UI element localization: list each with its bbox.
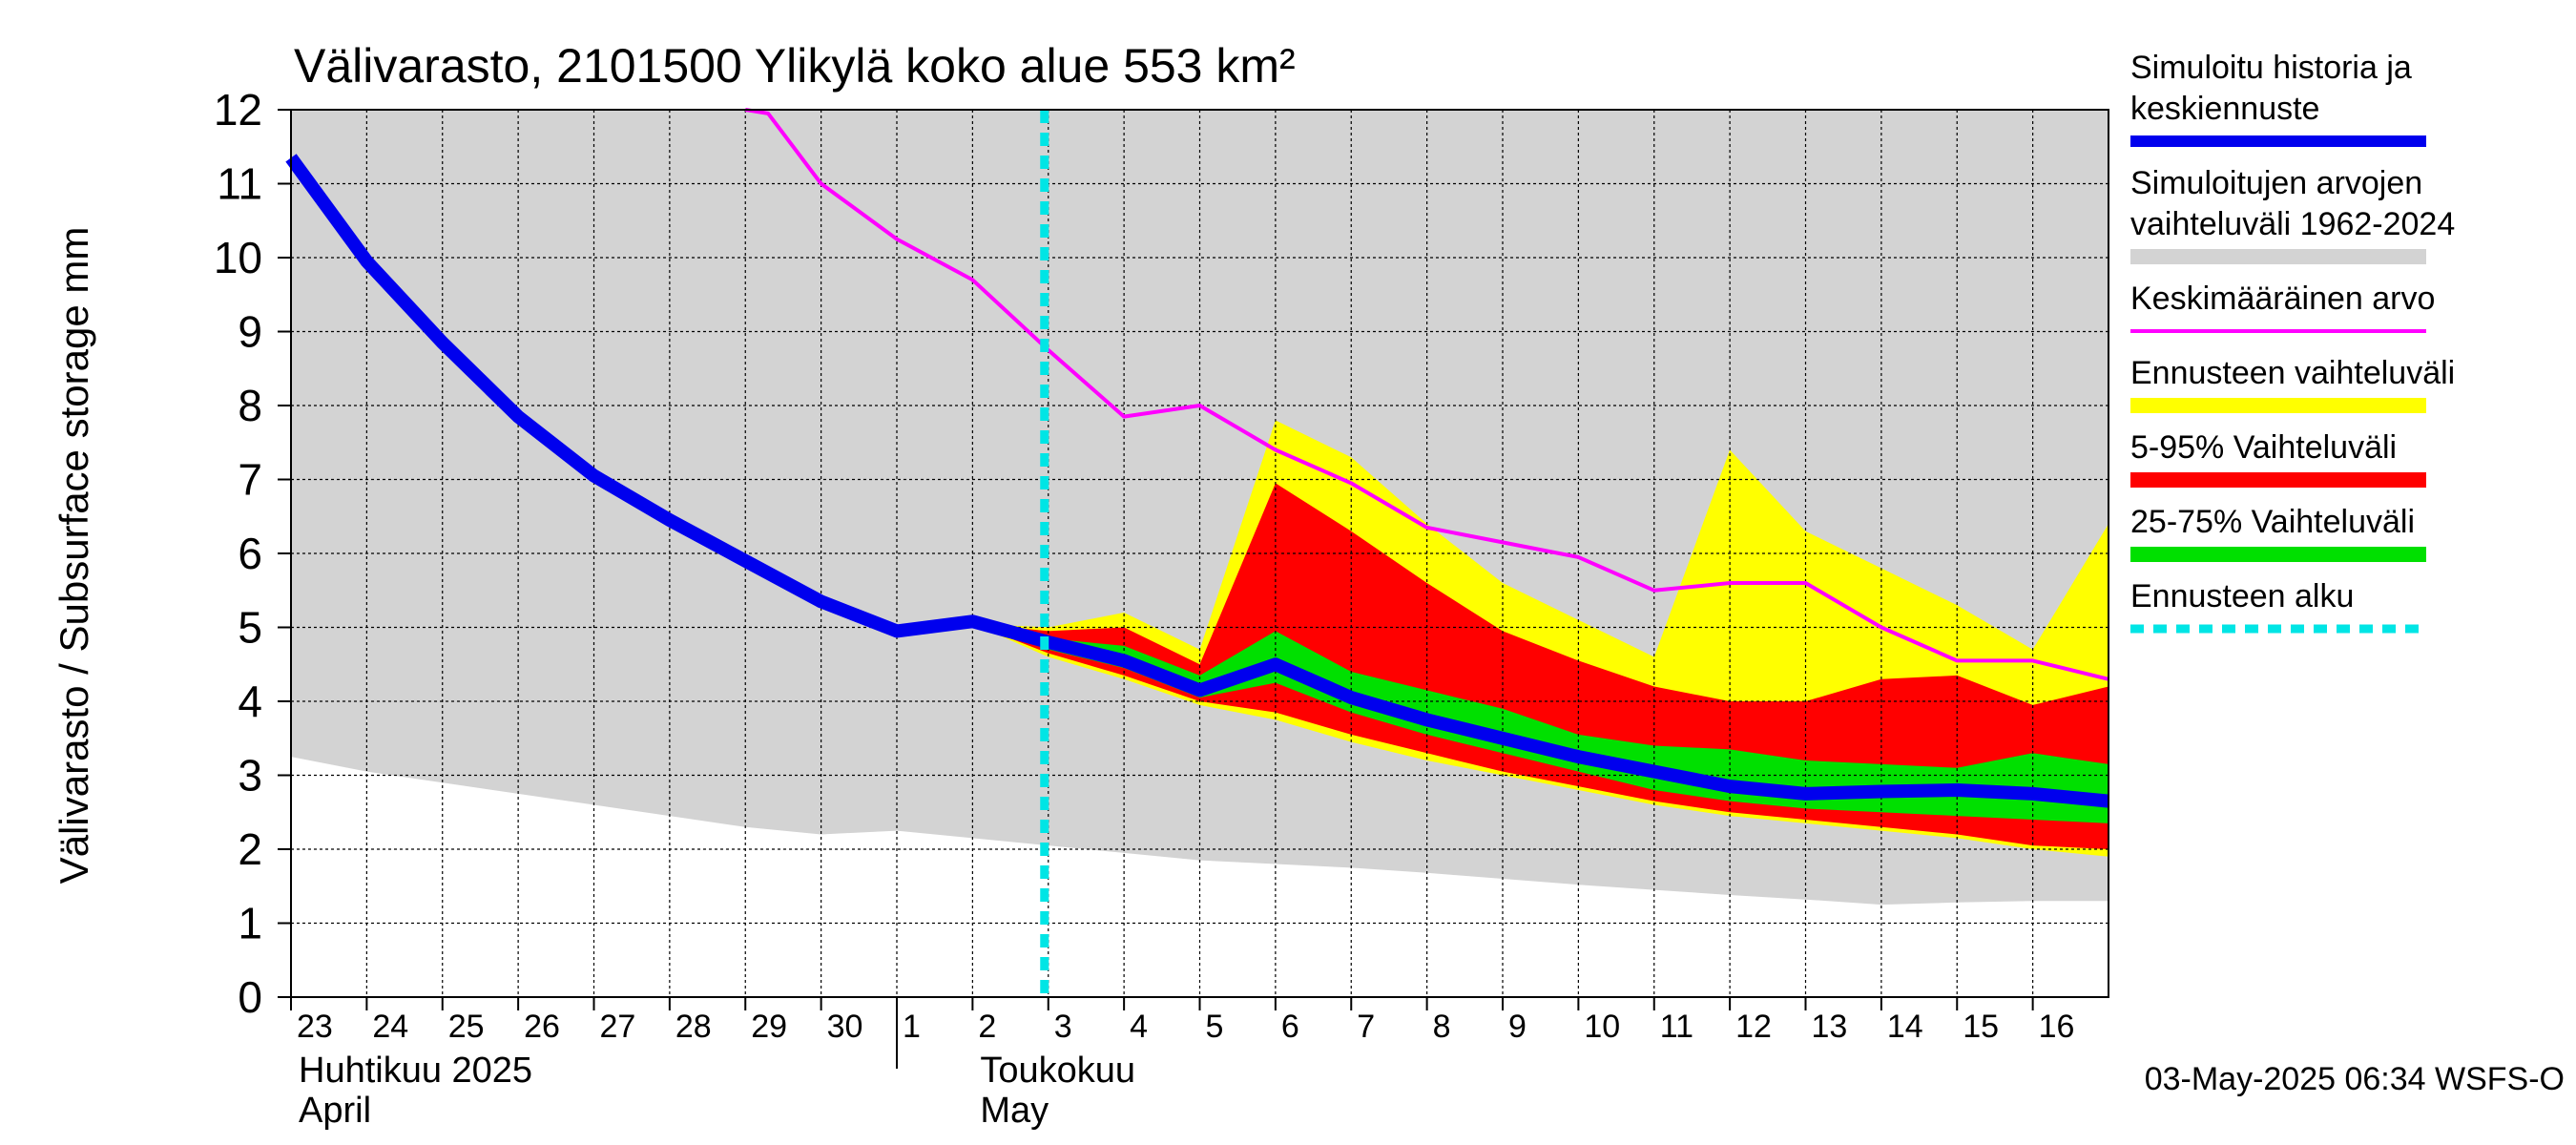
x-tick-label: 13 bbox=[1812, 1009, 1848, 1045]
y-tick-label: 8 bbox=[238, 381, 262, 430]
y-tick-label: 0 bbox=[238, 972, 262, 1022]
x-tick-label: 10 bbox=[1584, 1009, 1620, 1045]
y-tick-label: 3 bbox=[238, 751, 262, 801]
x-tick-label: 15 bbox=[1963, 1009, 1999, 1045]
x-tick-label: 11 bbox=[1660, 1009, 1693, 1045]
legend-label: Keskimääräinen arvo bbox=[2130, 281, 2435, 317]
x-tick-label: 5 bbox=[1206, 1009, 1224, 1045]
legend-swatch-history_range bbox=[2130, 249, 2426, 264]
line-mean bbox=[744, 108, 2109, 681]
lines-layer bbox=[285, 108, 2109, 997]
x-tick-label: 12 bbox=[1735, 1009, 1772, 1045]
x-tick-label: 23 bbox=[297, 1009, 333, 1045]
month-label-en: April bbox=[299, 1091, 371, 1131]
y-tick-label: 10 bbox=[214, 233, 262, 282]
legend-label: Simuloitu historia ja bbox=[2130, 50, 2412, 86]
legend-label: Simuloitujen arvojen bbox=[2130, 165, 2422, 201]
y-tick-label: 12 bbox=[214, 85, 262, 135]
x-tick-label: 24 bbox=[372, 1009, 408, 1045]
legend-label: 25-75% Vaihteluväli bbox=[2130, 504, 2415, 540]
x-tick-label: 3 bbox=[1054, 1009, 1072, 1045]
x-tick-label: 2 bbox=[978, 1009, 996, 1045]
legend-label: keskiennuste bbox=[2130, 91, 2319, 127]
x-tick-label: 9 bbox=[1508, 1009, 1527, 1045]
month-label-fi: Huhtikuu 2025 bbox=[299, 1051, 532, 1091]
legend-swatch-range_5_95 bbox=[2130, 472, 2426, 488]
x-tick-label: 30 bbox=[827, 1009, 863, 1045]
y-axis-label: Välivarasto / Subsurface storage mm bbox=[52, 227, 96, 885]
x-tick-label: 4 bbox=[1130, 1009, 1148, 1045]
legend-swatch-range_25_75 bbox=[2130, 547, 2426, 562]
x-tick-label: 26 bbox=[524, 1009, 560, 1045]
y-tick-label: 7 bbox=[238, 455, 262, 505]
legend-label: vaihteluväli 1962-2024 bbox=[2130, 206, 2455, 242]
line-simulated bbox=[285, 154, 2109, 808]
y-tick-label: 6 bbox=[238, 529, 262, 578]
legend-label: Ennusteen alku bbox=[2130, 578, 2354, 614]
month-label-en: May bbox=[980, 1091, 1049, 1131]
band-range_5_95 bbox=[972, 483, 2109, 849]
y-tick-label: 1 bbox=[238, 899, 262, 948]
x-tick-label: 28 bbox=[675, 1009, 712, 1045]
x-tick-label: 16 bbox=[2039, 1009, 2075, 1045]
x-tick-label: 7 bbox=[1357, 1009, 1375, 1045]
x-tick-label: 29 bbox=[751, 1009, 787, 1045]
legend-label: 5-95% Vaihteluväli bbox=[2130, 429, 2397, 466]
x-tick-label: 1 bbox=[903, 1009, 921, 1045]
y-tick-label: 9 bbox=[238, 307, 262, 357]
x-tick-label: 6 bbox=[1281, 1009, 1299, 1045]
legend: Simuloitu historia ja keskiennuste Simuloi… bbox=[2130, 50, 2455, 634]
chart-title: Välivarasto, 2101500 Ylikylä koko alue 5… bbox=[294, 39, 1296, 93]
y-tick-label: 2 bbox=[238, 824, 262, 874]
legend-swatch-forecast_range bbox=[2130, 398, 2426, 413]
x-tick-label: 27 bbox=[600, 1009, 636, 1045]
y-tick-label: 5 bbox=[238, 603, 262, 653]
y-tick-label: 11 bbox=[217, 159, 262, 209]
month-label-fi: Toukokuu bbox=[980, 1051, 1135, 1091]
legend-label: Ennusteen vaihteluväli bbox=[2130, 355, 2455, 391]
x-tick-label: 8 bbox=[1433, 1009, 1451, 1045]
footer-timestamp: 03-May-2025 06:34 WSFS-O bbox=[2145, 1061, 2565, 1097]
x-tick-label: 25 bbox=[448, 1009, 485, 1045]
x-tick-label: 14 bbox=[1887, 1009, 1923, 1045]
y-tick-label: 4 bbox=[238, 677, 262, 726]
